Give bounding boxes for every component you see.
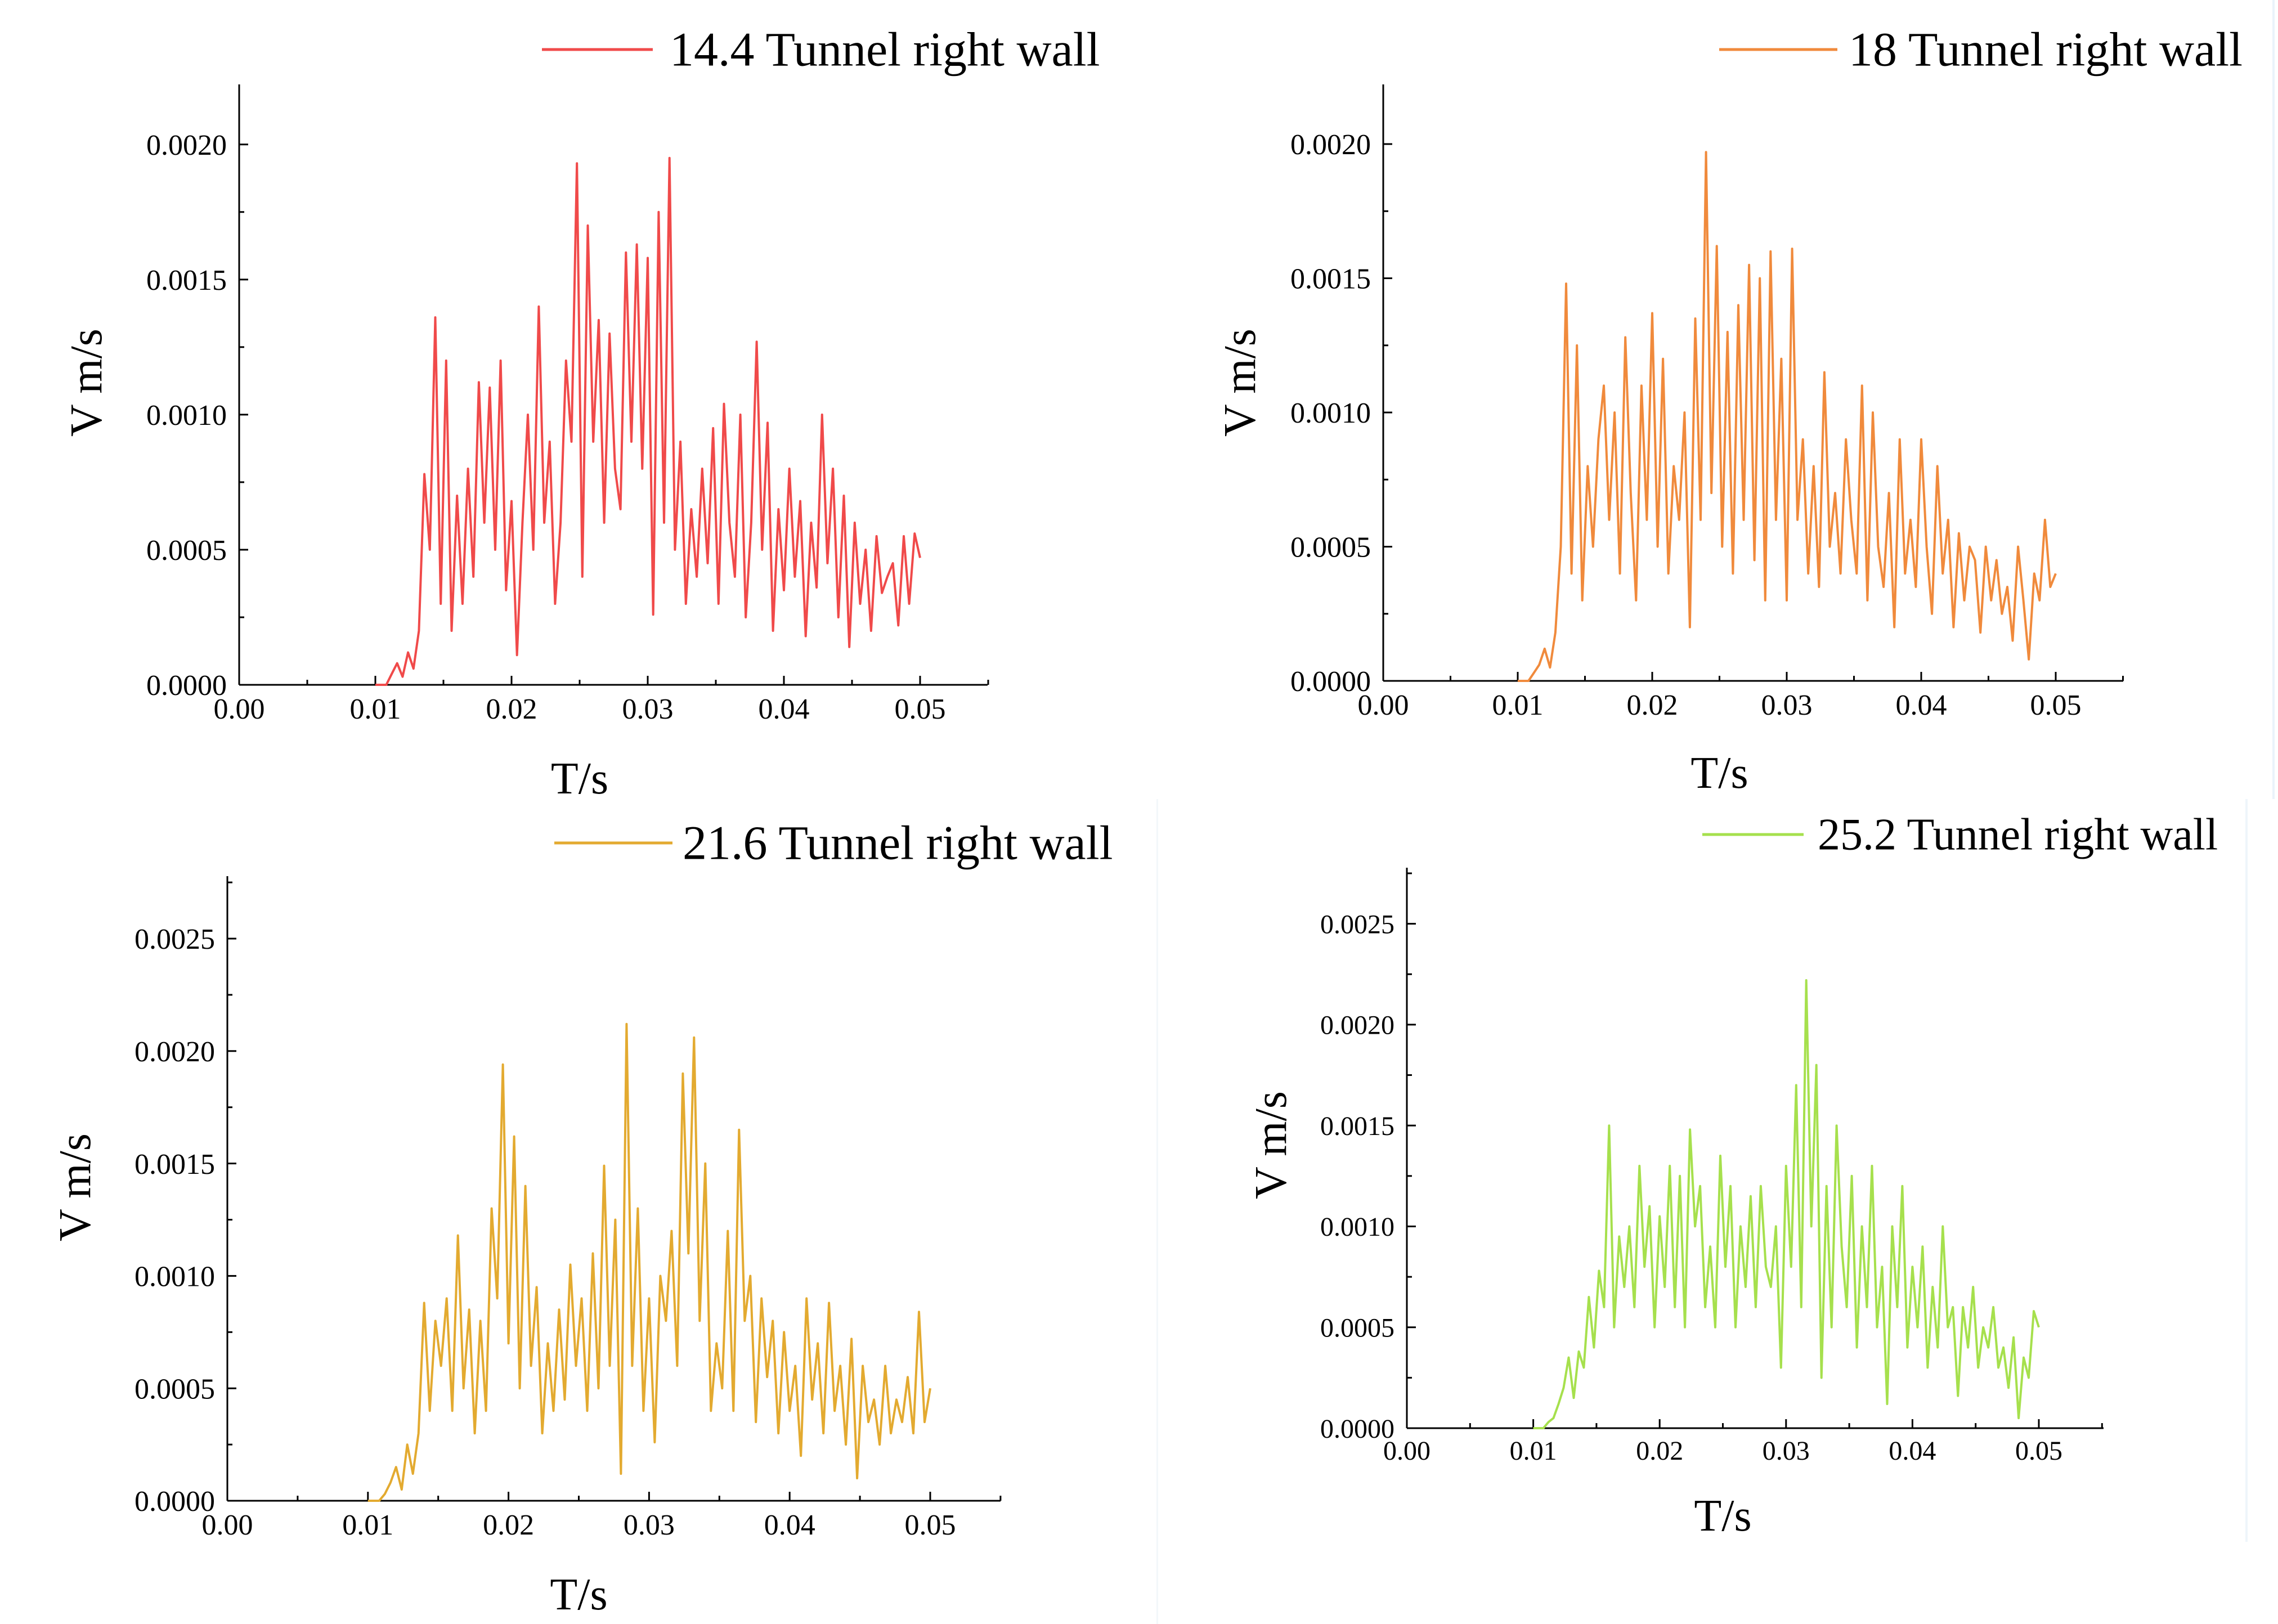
y-axis-title: V m/s	[1216, 329, 1265, 437]
x-axis-title: T/s	[550, 1570, 607, 1619]
x-tick-label: 0.02	[1627, 689, 1678, 721]
x-tick-label: 0.01	[1492, 689, 1544, 721]
series-line	[1533, 979, 2040, 1429]
y-tick-label: 0.0000	[134, 1486, 215, 1518]
x-tick-label: 0.00	[214, 693, 265, 725]
y-tick-label: 0.0005	[1290, 532, 1371, 564]
x-tick-label: 0.04	[1889, 1436, 1936, 1466]
y-tick-label: 0.0025	[134, 923, 215, 955]
series-line	[1518, 151, 2057, 682]
y-tick-label: 0.0005	[1320, 1313, 1394, 1343]
x-tick-label: 0.04	[759, 693, 810, 725]
series-line	[367, 1022, 931, 1502]
x-tick-label: 0.00	[1383, 1436, 1431, 1466]
series-line	[375, 156, 921, 686]
y-tick-label: 0.0025	[1320, 909, 1394, 939]
y-tick-label: 0.0010	[1290, 397, 1371, 429]
x-tick-label: 0.02	[1636, 1436, 1683, 1466]
x-tick-label: 0.05	[905, 1509, 956, 1541]
y-axis-title: V m/s	[62, 329, 111, 437]
y-tick-label: 0.0000	[1290, 666, 1371, 698]
y-axis-title: V m/s	[1246, 1091, 1296, 1199]
y-tick-label: 0.0015	[146, 264, 227, 297]
y-tick-label: 0.0000	[146, 670, 227, 702]
x-axis-title: T/s	[1694, 1491, 1751, 1541]
x-tick-label: 0.01	[342, 1509, 393, 1541]
y-tick-label: 0.0010	[134, 1261, 215, 1293]
x-axis-title: T/s	[551, 754, 608, 804]
x-tick-label: 0.03	[622, 693, 674, 725]
legend-label: 21.6 Tunnel right wall	[683, 815, 1113, 869]
y-tick-label: 0.0020	[1320, 1011, 1394, 1040]
legend-label: 18 Tunnel right wall	[1849, 22, 2243, 76]
chart-panel-3: 0.00 0.01 0.02 0.03 0.04 0.05 0.0000 0.0005 0.00…	[1246, 810, 2218, 1541]
x-tick-label: 0.05	[895, 693, 946, 725]
y-tick-label: 0.0000	[1320, 1414, 1394, 1444]
x-tick-label: 0.03	[1763, 1436, 1810, 1466]
divider-middle	[1156, 799, 1158, 1624]
chart-panel-0: 0.00 0.01 0.02 0.03 0.04 0.05 0.0000 0.0005 0.00…	[62, 22, 1100, 804]
chart-panel-2: 0.00 0.01 0.02 0.03 0.04 0.05 0.0000 0.0005 0.00…	[51, 815, 1113, 1619]
y-tick-label: 0.0005	[134, 1373, 215, 1405]
y-tick-label: 0.0020	[146, 129, 227, 161]
x-tick-label: 0.02	[483, 1509, 534, 1541]
divider-right	[2272, 0, 2275, 799]
x-tick-label: 0.05	[2015, 1436, 2062, 1466]
x-tick-label: 0.00	[202, 1509, 253, 1541]
x-tick-label: 0.02	[486, 693, 537, 725]
x-tick-label: 0.04	[764, 1509, 815, 1541]
x-tick-label: 0.00	[1358, 689, 1409, 721]
y-tick-label: 0.0015	[134, 1149, 215, 1181]
legend-label: 14.4 Tunnel right wall	[670, 22, 1100, 76]
y-axis-title: V m/s	[51, 1133, 100, 1241]
x-axis-title: T/s	[1690, 748, 1748, 798]
x-tick-label: 0.04	[1896, 689, 1947, 721]
x-tick-label: 0.01	[350, 693, 401, 725]
x-tick-label: 0.05	[2030, 689, 2082, 721]
y-tick-label: 0.0010	[146, 400, 227, 432]
legend-label: 25.2 Tunnel right wall	[1818, 810, 2218, 859]
divider-bottom-right	[2245, 799, 2248, 1542]
y-tick-label: 0.0015	[1320, 1111, 1394, 1141]
y-tick-label: 0.0005	[146, 535, 227, 567]
x-tick-label: 0.03	[1761, 689, 1813, 721]
y-tick-label: 0.0020	[134, 1036, 215, 1068]
x-tick-label: 0.03	[624, 1509, 675, 1541]
y-tick-label: 0.0020	[1290, 129, 1371, 161]
y-tick-label: 0.0015	[1290, 263, 1371, 295]
y-tick-label: 0.0010	[1320, 1212, 1394, 1242]
x-tick-label: 0.01	[1510, 1436, 1557, 1466]
chart-panel-1: 0.00 0.01 0.02 0.03 0.04 0.05 0.0000 0.0005 0.00…	[1216, 22, 2243, 798]
